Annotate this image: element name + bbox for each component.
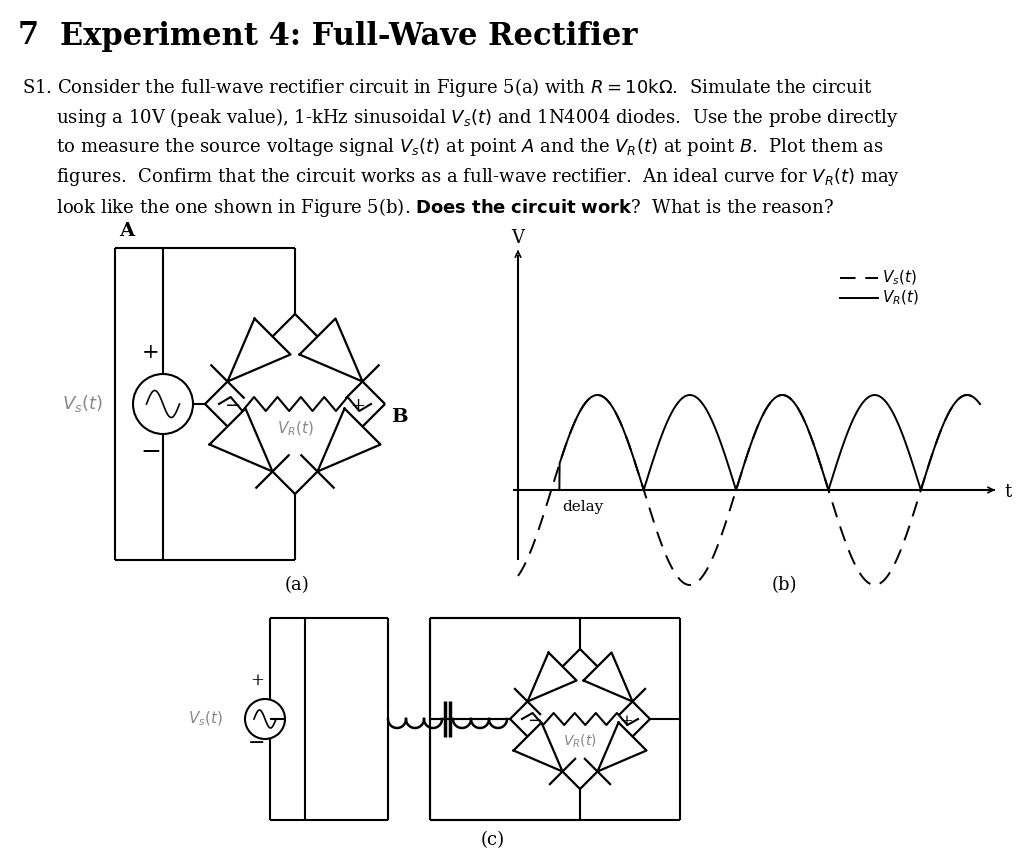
Text: +: + — [250, 672, 264, 689]
Text: using a 10V (peak value), 1-kHz sinusoidal $V_s(t)$ and 1N4004 diodes.  Use the : using a 10V (peak value), 1-kHz sinusoid… — [22, 106, 899, 129]
Text: $V_s(t)$: $V_s(t)$ — [882, 269, 916, 287]
Text: V: V — [512, 229, 524, 247]
Text: figures.  Confirm that the circuit works as a full-wave rectifier.  An ideal cur: figures. Confirm that the circuit works … — [22, 166, 900, 188]
Text: −: − — [527, 712, 542, 730]
Text: +: + — [350, 397, 365, 415]
Text: look like the one shown in Figure 5(b). $\mathbf{Does\ the\ circuit\ work}$?  Wh: look like the one shown in Figure 5(b). … — [22, 196, 834, 219]
Text: (c): (c) — [480, 831, 505, 849]
Text: $V_R(t)$: $V_R(t)$ — [882, 289, 919, 308]
Text: −: − — [225, 397, 242, 415]
Text: B: B — [391, 408, 408, 426]
Text: +: + — [620, 713, 633, 729]
Text: Experiment 4: Full-Wave Rectifier: Experiment 4: Full-Wave Rectifier — [60, 21, 638, 52]
Text: to measure the source voltage signal $V_s(t)$ at point $A$ and the $V_R(t)$ at p: to measure the source voltage signal $V_… — [22, 136, 884, 158]
Text: A: A — [119, 222, 134, 240]
Text: t: t — [1004, 483, 1012, 501]
Text: S1. Consider the full-wave rectifier circuit in Figure 5(a) with $R = 10\mathrm{: S1. Consider the full-wave rectifier cir… — [22, 76, 872, 99]
Text: $V_s(t)$: $V_s(t)$ — [62, 393, 103, 415]
Text: $V_R(t)$: $V_R(t)$ — [276, 420, 313, 438]
Text: 7: 7 — [18, 21, 39, 52]
Text: $V_s(t)$: $V_s(t)$ — [188, 710, 223, 728]
Text: $V_R(t)$: $V_R(t)$ — [563, 733, 597, 751]
Text: (a): (a) — [284, 576, 309, 594]
Text: −: − — [248, 734, 266, 753]
Text: delay: delay — [562, 500, 604, 514]
Text: −: − — [140, 441, 162, 463]
Text: (b): (b) — [771, 576, 797, 594]
Text: +: + — [142, 342, 160, 361]
